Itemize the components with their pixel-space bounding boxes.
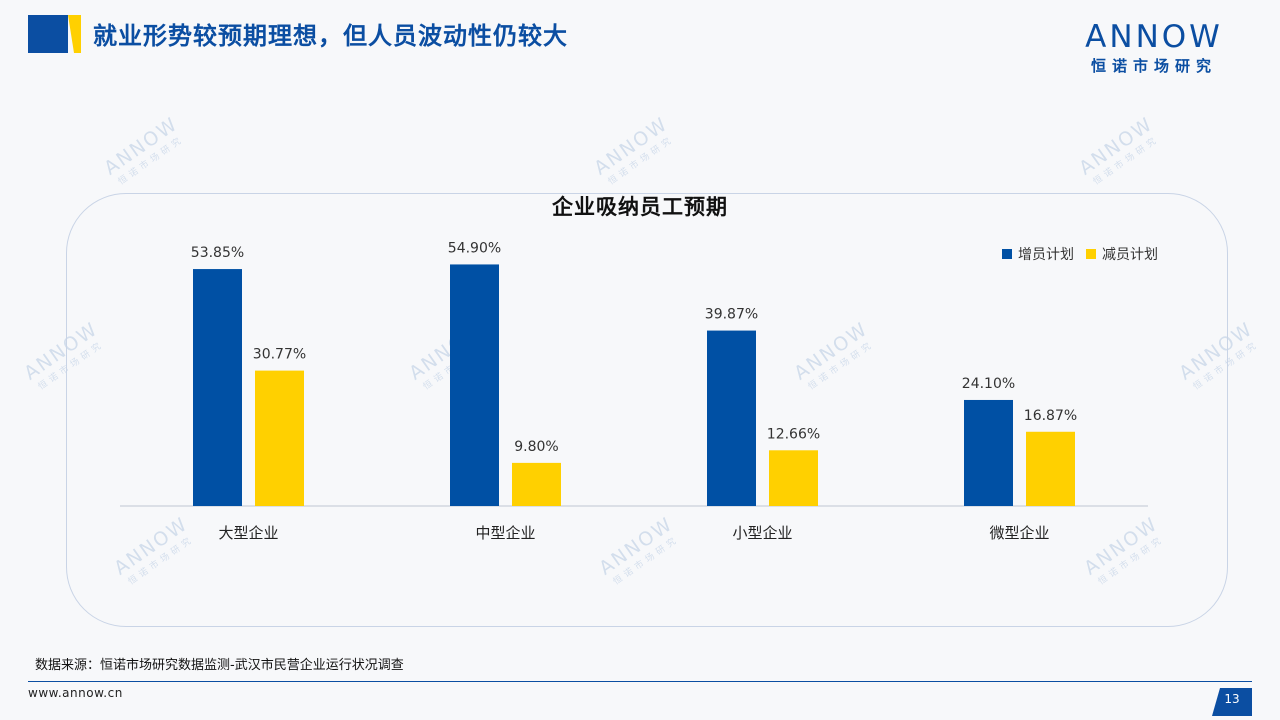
chart-panel xyxy=(66,193,1228,627)
logo-subtitle: 恒诺市场研究 xyxy=(1090,57,1217,75)
data-label: 24.10% xyxy=(962,376,1015,392)
bar-decrease xyxy=(512,462,561,506)
chart-legend: 增员计划 减员计划 xyxy=(1002,244,1158,264)
brand-logo: ANNOW 恒诺市场研究 xyxy=(1068,20,1240,76)
legend-label: 增员计划 xyxy=(1018,247,1074,263)
data-label: 54.90% xyxy=(448,240,501,256)
data-label: 30.77% xyxy=(253,347,306,363)
footer-divider xyxy=(28,681,1252,682)
bar-increase xyxy=(193,269,242,506)
legend-item-decrease: 减员计划 xyxy=(1086,244,1158,264)
data-source-note: 数据来源：恒诺市场研究数据监测-武汉市民营企业运行状况调查 xyxy=(35,658,404,673)
page-number: 13 xyxy=(1224,692,1240,706)
category-label: 大型企业 xyxy=(218,524,278,542)
bar-increase xyxy=(450,264,499,506)
category-label: 小型企业 xyxy=(732,524,792,542)
data-label: 9.80% xyxy=(514,439,558,455)
chart-title: 企业吸纳员工预期 xyxy=(552,195,728,219)
bar-decrease xyxy=(255,370,304,506)
legend-label: 减员计划 xyxy=(1102,247,1158,263)
bar-decrease xyxy=(1026,431,1075,506)
data-label: 16.87% xyxy=(1024,408,1077,424)
page-number-badge xyxy=(1212,688,1252,716)
page-title: 就业形势较预期理想，但人员波动性仍较大 xyxy=(93,22,568,50)
data-label: 12.66% xyxy=(767,426,820,442)
legend-swatch-yellow xyxy=(1086,249,1096,259)
data-label: 39.87% xyxy=(705,307,758,323)
legend-item-increase: 增员计划 xyxy=(1002,244,1074,264)
bar-increase xyxy=(707,330,756,506)
legend-swatch-blue xyxy=(1002,249,1012,259)
category-label: 微型企业 xyxy=(989,524,1049,542)
category-label: 中型企业 xyxy=(475,524,535,542)
bar-increase xyxy=(964,399,1013,506)
bar-decrease xyxy=(769,450,818,506)
header-accent-mark xyxy=(28,15,81,53)
website-url: www.annow.cn xyxy=(28,686,123,700)
data-label: 53.85% xyxy=(191,245,244,261)
logo-wordmark: ANNOW xyxy=(1085,19,1223,55)
